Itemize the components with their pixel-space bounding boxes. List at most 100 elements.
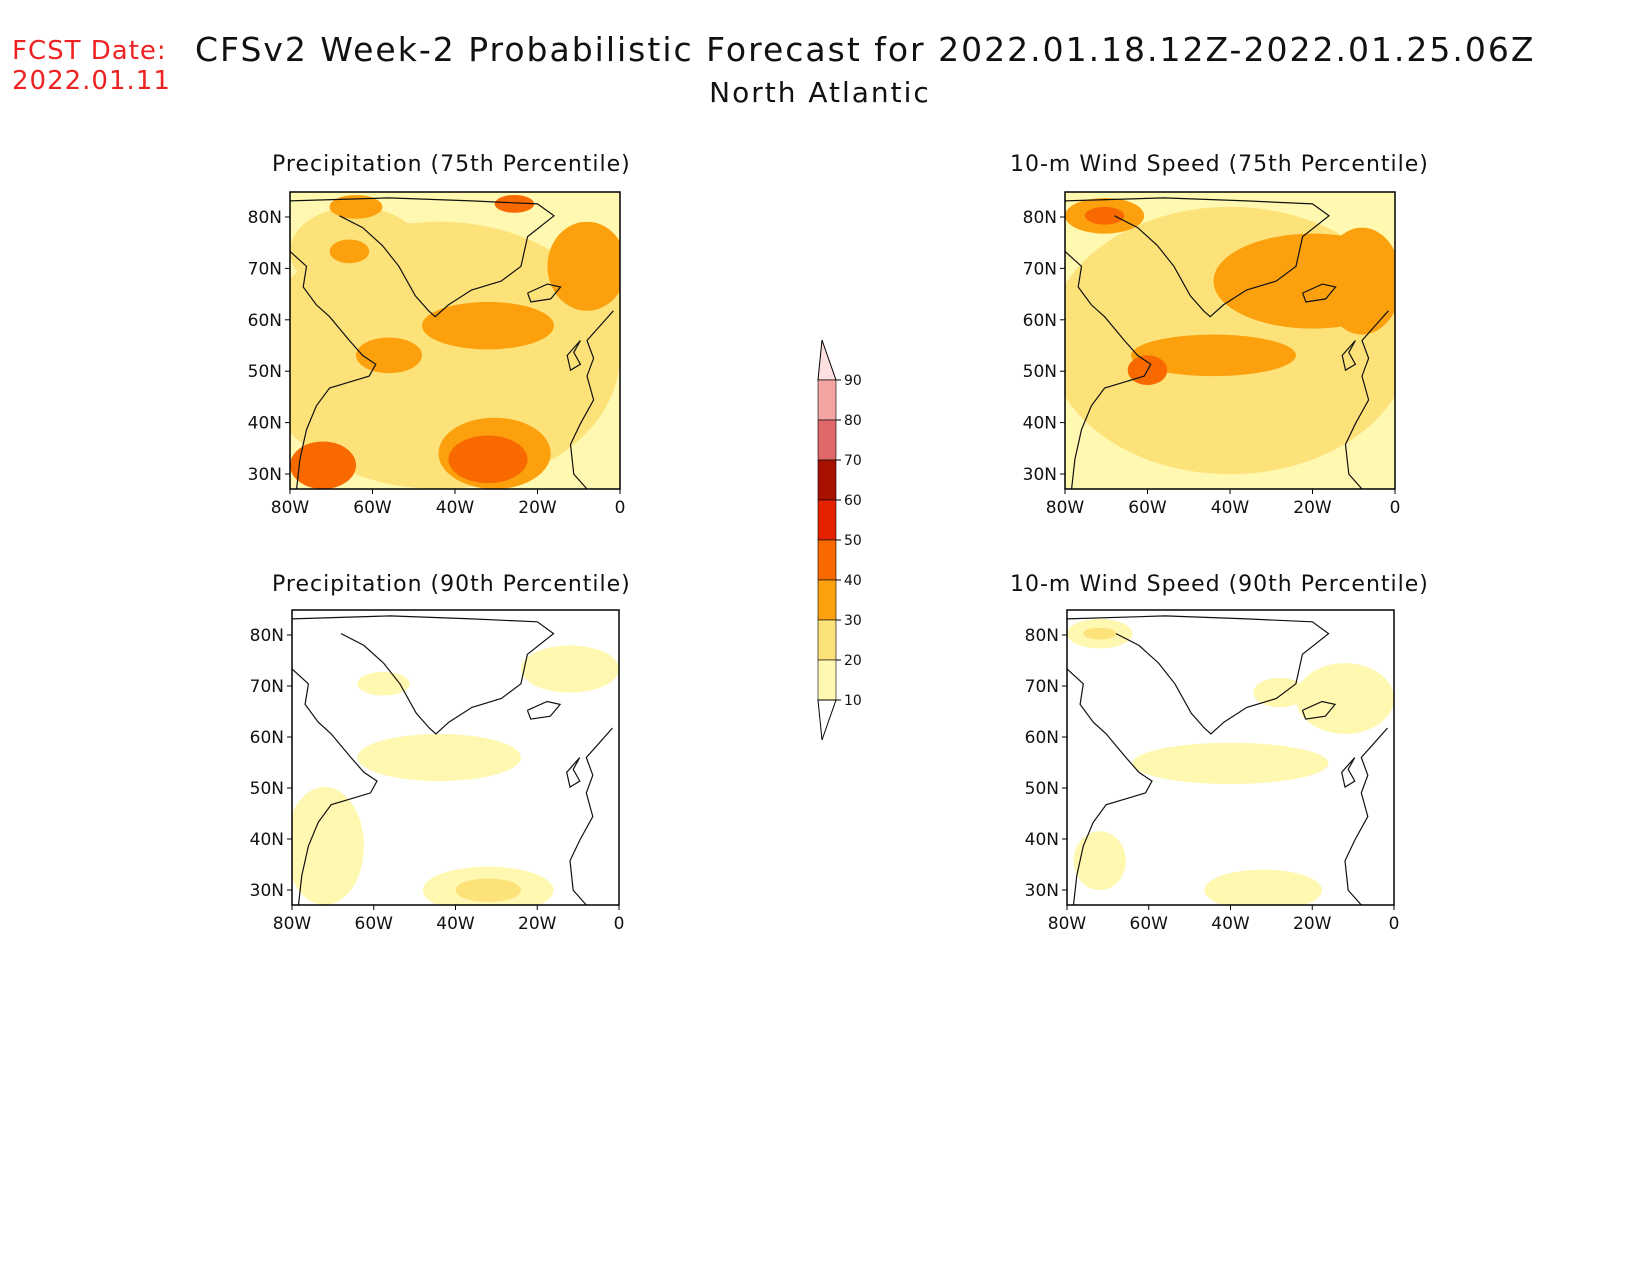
coastline <box>1344 310 1389 489</box>
colorbar-swatch <box>817 499 837 541</box>
forecast-date-label: FCST Date: <box>12 36 167 66</box>
coastline <box>292 615 555 735</box>
panel-title-wind-90: 10-m Wind Speed (90th Percentile) <box>1010 572 1429 597</box>
coastline <box>1065 197 1330 318</box>
probability-region <box>494 194 535 213</box>
panel-title-precip-75: Precipitation (75th Percentile) <box>272 152 631 177</box>
colorbar-label: 80 <box>844 413 862 429</box>
probability-region <box>1073 831 1126 891</box>
lat-label: 80N <box>1025 626 1059 646</box>
probability-region <box>547 221 620 311</box>
panel-title-wind-75: 10-m Wind Speed (75th Percentile) <box>1010 152 1429 177</box>
probability-region <box>329 239 370 264</box>
coastline <box>290 250 377 489</box>
probability-region <box>1322 227 1395 335</box>
lon-label: 60W <box>1128 498 1167 518</box>
probability-region <box>448 435 528 484</box>
coastline <box>527 283 562 303</box>
coastline <box>1067 668 1153 905</box>
colorbar-swatch <box>817 379 837 421</box>
lat-label: 30N <box>1025 881 1059 901</box>
probability-region <box>1204 869 1323 905</box>
coastline <box>290 197 555 318</box>
lon-label: 80W <box>273 914 312 934</box>
forecast-date-block: FCST Date: 2022.01.11 <box>12 36 171 96</box>
probability-region <box>1084 206 1125 225</box>
probability-region <box>292 787 364 905</box>
colorbar-swatch <box>817 419 837 461</box>
colorbar-swatch <box>817 579 837 621</box>
coastline <box>1302 283 1337 303</box>
coastline <box>1344 727 1388 905</box>
probability-region <box>356 337 422 374</box>
shaded-field-precip-75 <box>290 192 620 489</box>
coastline <box>292 668 378 905</box>
coastline <box>566 340 582 372</box>
colorbar-label: 20 <box>844 653 862 669</box>
lon-label: 80W <box>1046 498 1085 518</box>
colorbar-swatch <box>817 659 837 701</box>
probability-region <box>455 878 521 903</box>
probability-region <box>357 733 521 782</box>
coastline <box>566 757 581 788</box>
lat-label: 40N <box>250 830 284 850</box>
lat-label: 70N <box>1025 677 1059 697</box>
coastline <box>569 310 614 489</box>
lon-label: 60W <box>1130 914 1169 934</box>
probability-region <box>329 194 383 219</box>
lat-label: 30N <box>250 881 284 901</box>
colorbar-label: 90 <box>844 373 862 389</box>
lat-label: 40N <box>1023 414 1057 434</box>
shaded-field-wind-75 <box>1065 192 1395 489</box>
coastline <box>1067 615 1330 735</box>
lon-label: 0 <box>614 914 625 934</box>
lat-label: 50N <box>1023 362 1057 382</box>
lon-label: 20W <box>1293 914 1332 934</box>
lat-label: 80N <box>248 208 282 228</box>
colorbar: 90 80 70 60 50 40 30 20 10 <box>817 339 862 741</box>
probability-region <box>1083 627 1117 640</box>
coastline <box>1341 340 1357 372</box>
lat-label: 80N <box>1023 208 1057 228</box>
coastline <box>1301 700 1337 720</box>
lon-label: 80W <box>271 498 310 518</box>
probability-region <box>1253 677 1306 708</box>
colorbar-label: 30 <box>844 613 862 629</box>
coastline <box>569 727 613 905</box>
colorbar-label: 50 <box>844 533 862 549</box>
lon-label: 0 <box>1389 914 1400 934</box>
colorbar-swatch <box>817 459 837 501</box>
lon-label: 20W <box>518 498 557 518</box>
map-panel-precip-90: 80N 70N 60N 50N 40N 30N 80W 60W 40W 20W 0 <box>250 609 625 934</box>
lon-label: 0 <box>1390 498 1401 518</box>
lon-label: 40W <box>1211 498 1250 518</box>
probability-region <box>357 671 410 696</box>
colorbar-label: 40 <box>844 573 862 589</box>
page-title: CFSv2 Week-2 Probabilistic Forecast for … <box>195 30 1536 69</box>
lon-label: 60W <box>353 498 392 518</box>
map-panel-precip-75: 80N 70N 60N 50N 40N 30N 80W 60W 40W 20W 0 <box>248 191 626 518</box>
lat-label: 70N <box>250 677 284 697</box>
lon-label: 60W <box>355 914 394 934</box>
probability-region <box>1295 663 1394 734</box>
colorbar-swatch <box>817 619 837 661</box>
colorbar-label: 60 <box>844 493 862 509</box>
lon-label: 20W <box>1293 498 1332 518</box>
lat-label: 50N <box>1025 779 1059 799</box>
lat-label: 40N <box>1025 830 1059 850</box>
coastline <box>526 700 562 720</box>
map-panel-wind-90: 80N 70N 60N 50N 40N 30N 80W 60W 40W 20W 0 <box>1025 609 1400 934</box>
shaded-field-wind-90 <box>1067 615 1394 905</box>
panel-title-precip-90: Precipitation (90th Percentile) <box>272 572 631 597</box>
lat-label: 30N <box>1023 465 1057 485</box>
lat-label: 70N <box>1023 259 1057 279</box>
lat-label: 80N <box>250 626 284 646</box>
lon-label: 40W <box>436 498 475 518</box>
lat-label: 30N <box>248 465 282 485</box>
forecast-date-value: 2022.01.11 <box>12 66 171 96</box>
lat-label: 60N <box>248 311 282 331</box>
map-panel-wind-75: 80N 70N 60N 50N 40N 30N 80W 60W 40W 20W 0 <box>1023 191 1401 518</box>
lat-label: 60N <box>1023 311 1057 331</box>
lon-label: 0 <box>615 498 626 518</box>
